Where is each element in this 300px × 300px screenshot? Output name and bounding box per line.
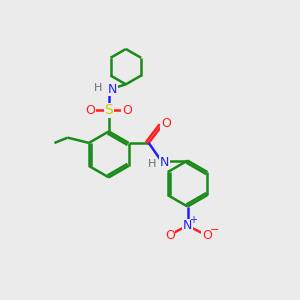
Text: O: O — [161, 117, 171, 130]
Text: −: − — [209, 225, 219, 236]
Text: O: O — [202, 229, 211, 242]
Text: O: O — [122, 104, 132, 117]
Text: +: + — [189, 215, 197, 225]
Text: H: H — [147, 159, 156, 169]
Text: N: N — [160, 156, 169, 169]
Text: N: N — [183, 219, 192, 232]
Text: H: H — [93, 83, 102, 93]
Text: S: S — [104, 103, 113, 117]
Text: N: N — [108, 82, 117, 95]
Text: O: O — [85, 104, 95, 117]
Text: O: O — [165, 229, 175, 242]
